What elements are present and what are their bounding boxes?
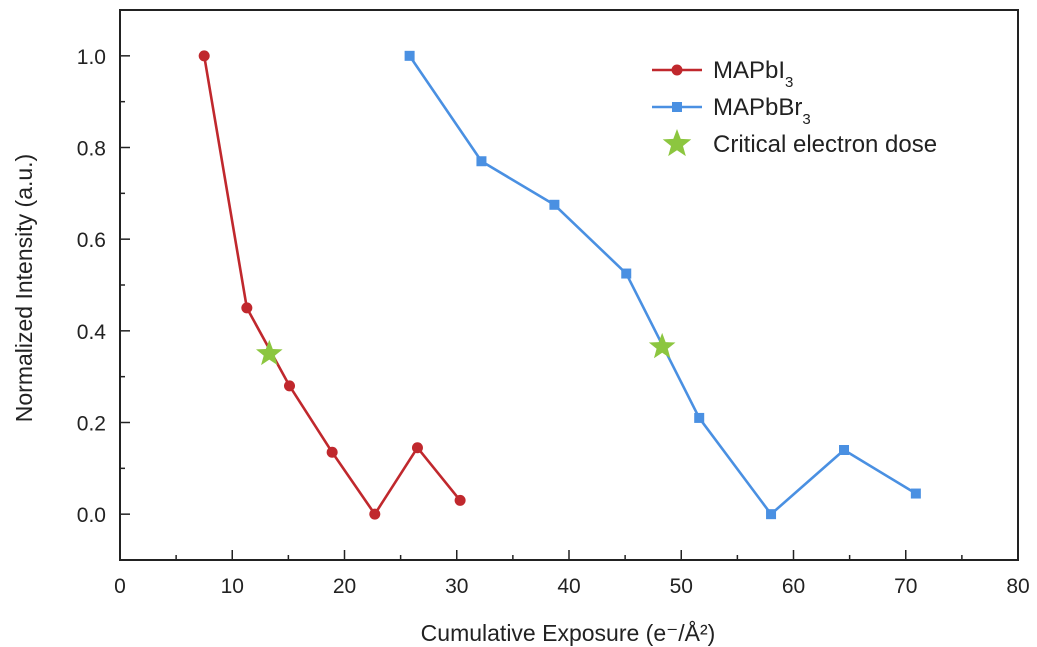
legend-marker-swatch — [671, 64, 683, 76]
legend-marker-swatch — [662, 129, 692, 157]
plot-frame — [119, 9, 1019, 561]
data-point — [476, 156, 487, 167]
y-tick-label: 0.6 — [77, 229, 106, 252]
data-point — [766, 509, 777, 520]
x-tick-label: 10 — [221, 575, 244, 598]
y-tick-label: 0.0 — [77, 504, 106, 527]
series-0 — [198, 50, 466, 520]
legend-label: MAPbI3 — [713, 57, 793, 91]
x-tick-label: 60 — [782, 575, 805, 598]
x-tick-label: 0 — [114, 575, 126, 598]
data-point — [910, 488, 921, 499]
plot-area — [198, 50, 921, 520]
data-point — [326, 446, 338, 458]
x-tick-label: 30 — [445, 575, 468, 598]
series-2 — [255, 332, 676, 366]
series-1 — [404, 50, 921, 520]
data-point — [255, 339, 283, 366]
data-point — [839, 445, 850, 455]
x-axis-title: Cumulative Exposure (e⁻/Å²) — [421, 619, 716, 646]
data-point — [369, 508, 381, 520]
data-point — [283, 380, 295, 392]
axes: 0 10 20 30 40 50 60 70 80 0.0 0.2 0.4 0.6 0.8 1.0 — [77, 9, 1030, 598]
data-point — [454, 494, 466, 506]
y-tick-label: 0.8 — [77, 138, 106, 161]
legend-item: MAPbI3 — [652, 57, 793, 91]
x-tick-label: 20 — [333, 575, 356, 598]
x-tick-label: 50 — [670, 575, 693, 598]
data-point — [198, 50, 210, 62]
data-point — [648, 332, 676, 359]
data-point — [549, 199, 560, 210]
y-axis-title: Normalized Intensity (a.u.) — [11, 154, 37, 422]
data-point — [411, 442, 423, 454]
legend-label: Critical electron dose — [713, 131, 937, 158]
legend-marker-swatch — [672, 102, 682, 112]
y-tick-label: 0.4 — [77, 321, 107, 344]
data-point — [621, 268, 632, 279]
data-point — [694, 412, 705, 423]
legend-label: MAPbBr3 — [713, 94, 811, 128]
y-tick-label: 0.2 — [77, 413, 106, 436]
legend-item: Critical electron dose — [662, 129, 937, 158]
legend-item: MAPbBr3 — [652, 94, 811, 128]
x-tick-label: 70 — [894, 575, 917, 598]
x-tick-label: 80 — [1006, 575, 1029, 598]
data-point — [404, 50, 415, 61]
data-point — [241, 302, 253, 314]
y-tick-label: 1.0 — [77, 46, 106, 69]
x-tick-label: 40 — [557, 575, 580, 598]
